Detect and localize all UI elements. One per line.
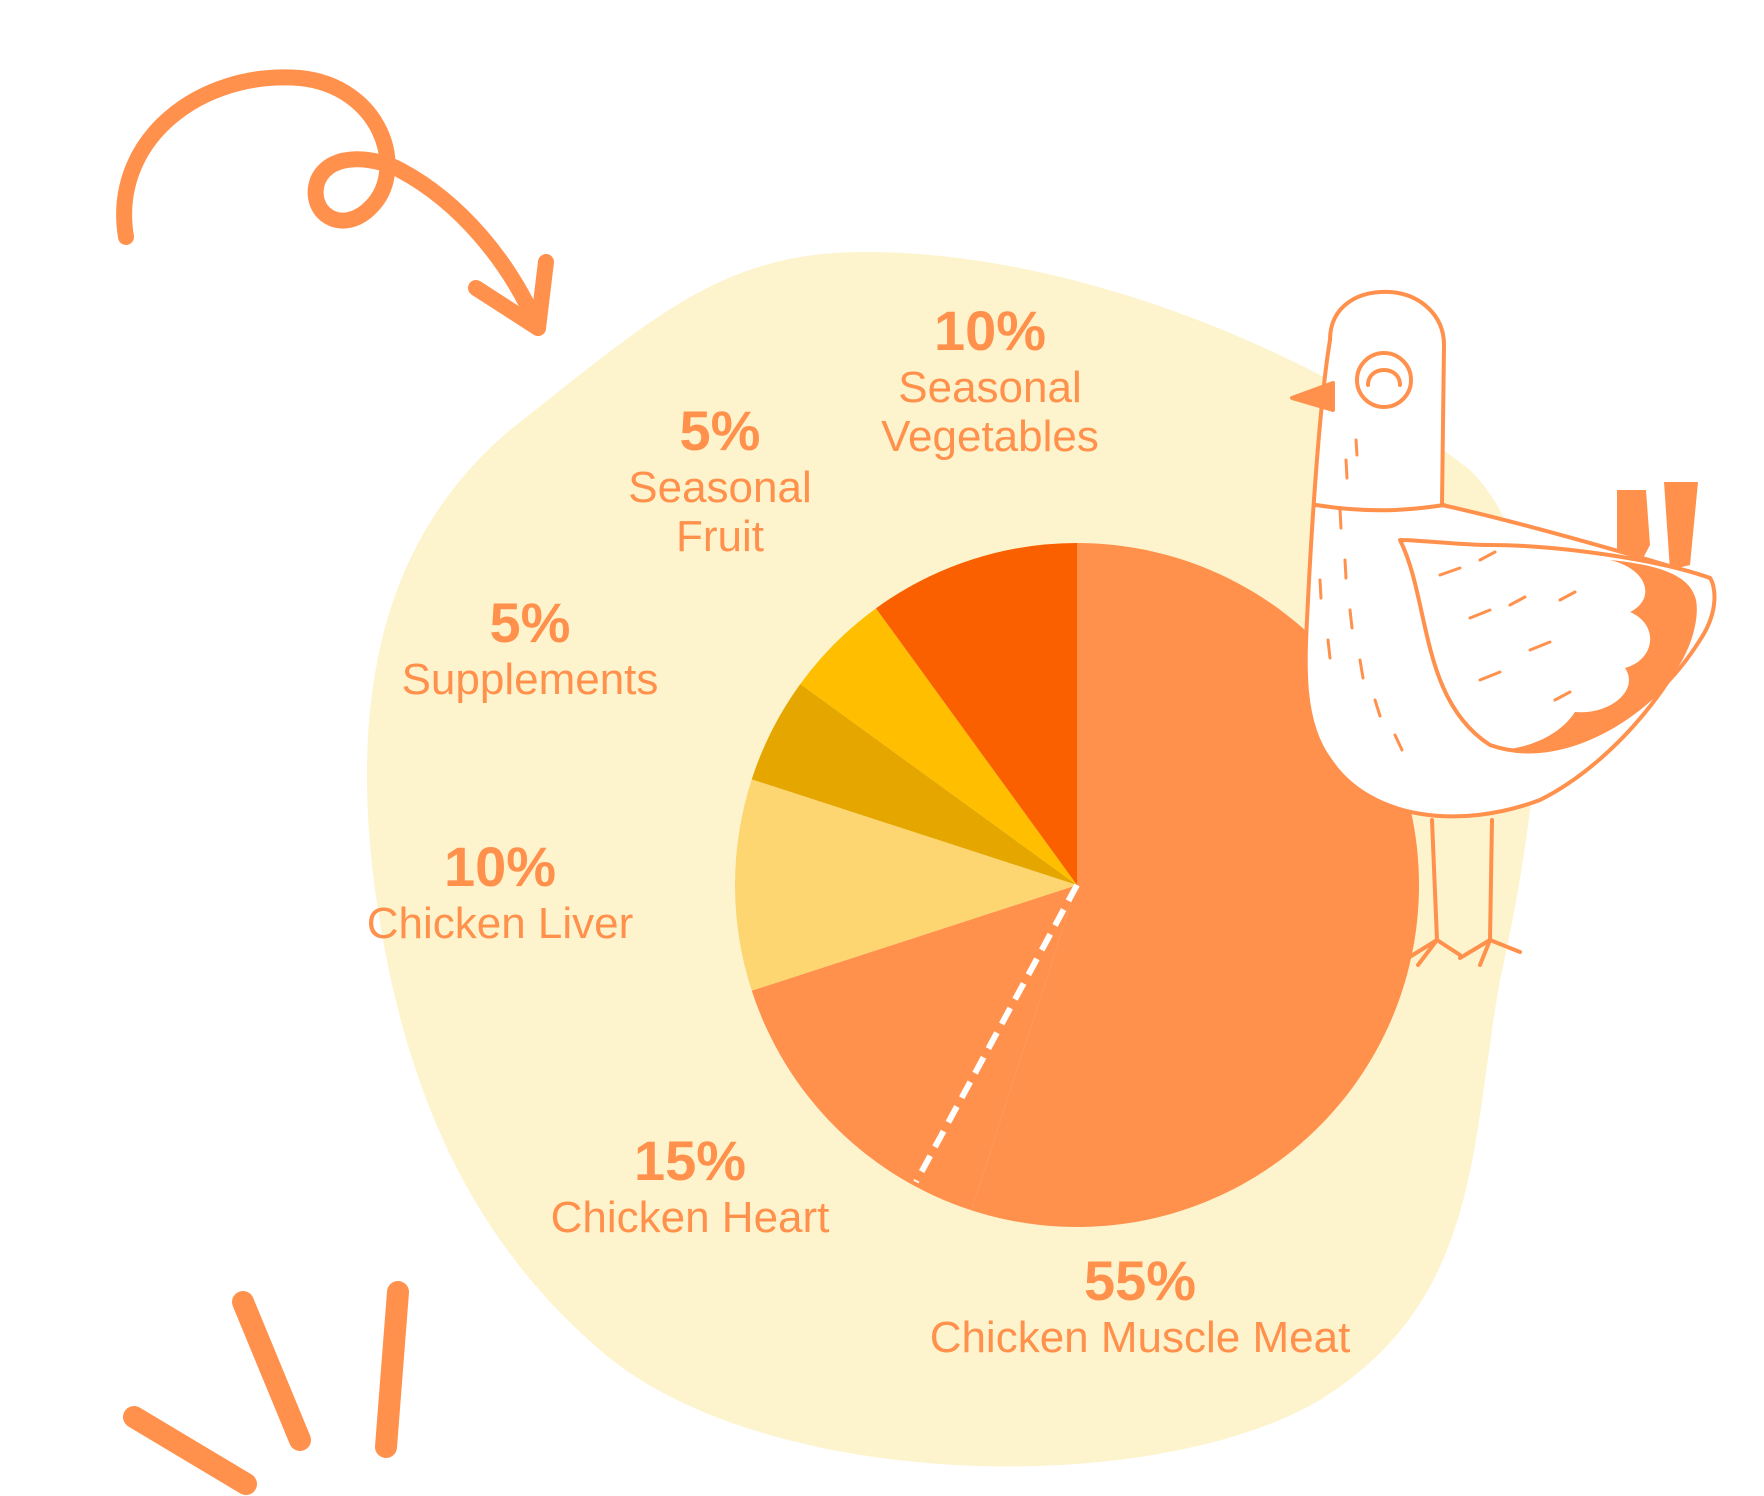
slice-name-heart: Chicken Heart [550, 1192, 830, 1242]
slice-percent-vegetables: 10% [933, 299, 1047, 362]
curly-arrow-icon [116, 69, 554, 336]
sparkle-strokes-icon [123, 1281, 409, 1495]
pie-slice-heart [751, 885, 1077, 1211]
slice-name-fruit: Seasonal Fruit [628, 462, 812, 561]
slice-percent-supplements: 5% [489, 591, 571, 654]
slice-name-liver: Chicken Liver [366, 898, 634, 948]
pie-slice-supplements [751, 683, 1077, 885]
pie-slice-liver [734, 779, 1077, 991]
slice-percent-heart: 15% [633, 1129, 747, 1192]
slice-percent-fruit: 5% [679, 399, 761, 462]
slice-percent-liver: 10% [443, 835, 557, 898]
pie-divider-dashed [913, 883, 1080, 1184]
slice-name-muscle: Chicken Muscle Meat [929, 1312, 1351, 1362]
slice-label-vegetables: 10% Seasonal Vegetables [820, 299, 1160, 461]
pie-slice-vegetables [875, 543, 1077, 885]
slice-label-liver: 10% Chicken Liver [330, 835, 670, 948]
slice-percent-muscle: 55% [1083, 1249, 1197, 1312]
slice-label-fruit: 5% Seasonal Fruit [600, 399, 840, 561]
pie-slice-muscle [971, 543, 1419, 1227]
slice-name-vegetables: Seasonal Vegetables [881, 362, 1099, 461]
chicken-illustration [1290, 289, 1717, 967]
slice-label-muscle: 55% Chicken Muscle Meat [880, 1249, 1400, 1362]
slice-label-supplements: 5% Supplements [360, 591, 700, 704]
slice-label-heart: 15% Chicken Heart [520, 1129, 860, 1242]
slice-name-supplements: Supplements [401, 654, 659, 704]
pie-slice-fruit [800, 608, 1077, 885]
